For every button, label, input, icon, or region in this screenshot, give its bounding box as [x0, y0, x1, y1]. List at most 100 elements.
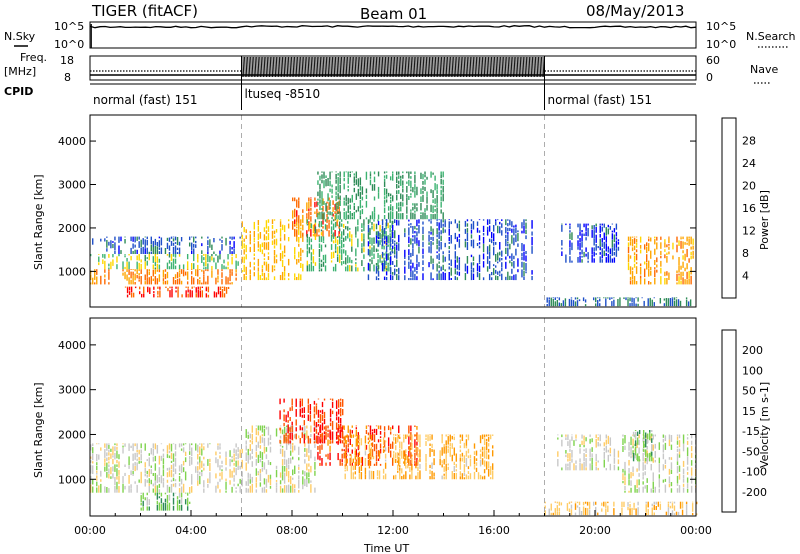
heatmap-cell — [339, 211, 341, 220]
heatmap-cell — [403, 450, 405, 459]
heatmap-cell — [178, 473, 181, 475]
heatmap-cell — [142, 492, 144, 500]
heatmap-cell — [140, 247, 142, 254]
colorbar-tick-label: 50 — [742, 385, 756, 398]
heatmap-cell — [104, 443, 106, 448]
heatmap-cell — [299, 400, 301, 408]
heatmap-cell — [465, 434, 468, 438]
heatmap-cell — [251, 433, 253, 441]
heatmap-cell — [690, 275, 692, 285]
heatmap-cell — [154, 254, 157, 262]
heatmap-cell — [586, 501, 589, 506]
heatmap-cell — [114, 242, 116, 251]
heatmap-cell — [243, 274, 245, 280]
heatmap-cell — [637, 303, 639, 307]
colorbar-tick-label: -50 — [742, 445, 760, 458]
heatmap-cell — [377, 425, 380, 430]
heatmap-cell — [337, 435, 340, 444]
heatmap-cell — [391, 220, 394, 224]
heatmap-cell — [389, 450, 392, 458]
heatmap-cell — [300, 256, 302, 261]
heatmap-cell — [652, 472, 654, 482]
heatmap-cell — [438, 273, 440, 280]
heatmap-cell — [379, 439, 382, 442]
heatmap-cell — [287, 273, 290, 277]
heatmap-cell — [680, 236, 682, 238]
heatmap-cell — [259, 244, 262, 253]
heatmap-cell — [150, 469, 152, 474]
heatmap-cell — [302, 232, 304, 237]
heatmap-cell — [150, 479, 152, 485]
heatmap-cell — [396, 244, 398, 251]
heatmap-cell — [475, 462, 478, 466]
heatmap-cell — [603, 447, 605, 451]
heatmap-cell — [90, 460, 92, 463]
heatmap-cell — [404, 275, 406, 281]
heatmap-cell — [320, 259, 323, 263]
heatmap-cell — [299, 438, 301, 444]
heatmap-cell — [487, 461, 490, 469]
heatmap-cell — [613, 299, 615, 307]
heatmap-cell — [186, 254, 189, 260]
heatmap-cell — [298, 258, 300, 263]
heatmap-cell — [443, 446, 445, 454]
heatmap-cell — [383, 207, 386, 214]
heatmap-cell — [396, 171, 398, 176]
heatmap-cell — [146, 506, 148, 511]
heatmap-cell — [176, 247, 179, 250]
heatmap-cell — [668, 237, 670, 243]
heatmap-cell — [648, 238, 650, 242]
heatmap-cell — [140, 239, 142, 248]
heatmap-cell — [467, 471, 470, 474]
heatmap-cell — [615, 240, 618, 248]
heatmap-cell — [497, 261, 499, 264]
heatmap-cell — [327, 433, 329, 438]
heatmap-cell — [310, 216, 312, 222]
heatmap-cell — [428, 242, 430, 245]
heatmap-cell — [369, 434, 372, 440]
cpid-segment-label: normal (fast) 151 — [93, 93, 197, 107]
heatmap-cell — [634, 430, 637, 432]
x-tick-label: 20:00 — [579, 524, 611, 537]
heatmap-cell — [444, 272, 446, 281]
heatmap-cell — [361, 456, 364, 466]
heatmap-cell — [427, 434, 429, 442]
heatmap-cell — [523, 251, 525, 261]
heatmap-cell — [583, 251, 585, 258]
heatmap-cell — [294, 484, 296, 489]
heatmap-cell — [436, 207, 438, 214]
heatmap-cell — [438, 240, 440, 247]
heatmap-cell — [660, 260, 662, 267]
heatmap-cell — [517, 269, 519, 273]
heatmap-cell — [338, 221, 341, 228]
heatmap-cell — [265, 277, 268, 281]
heatmap-cell — [108, 254, 110, 258]
heatmap-cell — [217, 484, 219, 489]
heatmap-cell — [235, 467, 237, 476]
heatmap-cell — [597, 300, 599, 307]
heatmap-cell — [676, 270, 678, 274]
heatmap-cell — [487, 443, 490, 447]
heatmap-cell — [593, 251, 595, 257]
heatmap-cell — [399, 467, 401, 471]
velocity-ylabel: Slant Range [km] — [32, 382, 45, 478]
heatmap-cell — [104, 449, 106, 458]
heatmap-cell — [501, 230, 503, 236]
heatmap-cell — [298, 435, 300, 439]
heatmap-cell — [295, 427, 297, 432]
heatmap-cell — [469, 454, 472, 459]
heatmap-cell — [579, 444, 581, 448]
heatmap-cell — [172, 264, 175, 270]
heatmap-cell — [313, 427, 316, 432]
heatmap-cell — [424, 212, 426, 220]
heatmap-cell — [157, 290, 159, 295]
heatmap-cell — [323, 426, 326, 430]
heatmap-cell — [172, 463, 175, 472]
heatmap-cell — [298, 457, 300, 461]
heatmap-cell — [406, 214, 408, 220]
heatmap-cell — [622, 481, 624, 484]
heatmap-cell — [558, 297, 561, 301]
heatmap-cell — [292, 483, 294, 493]
heatmap-cell — [197, 286, 199, 290]
heatmap-cell — [323, 201, 325, 205]
